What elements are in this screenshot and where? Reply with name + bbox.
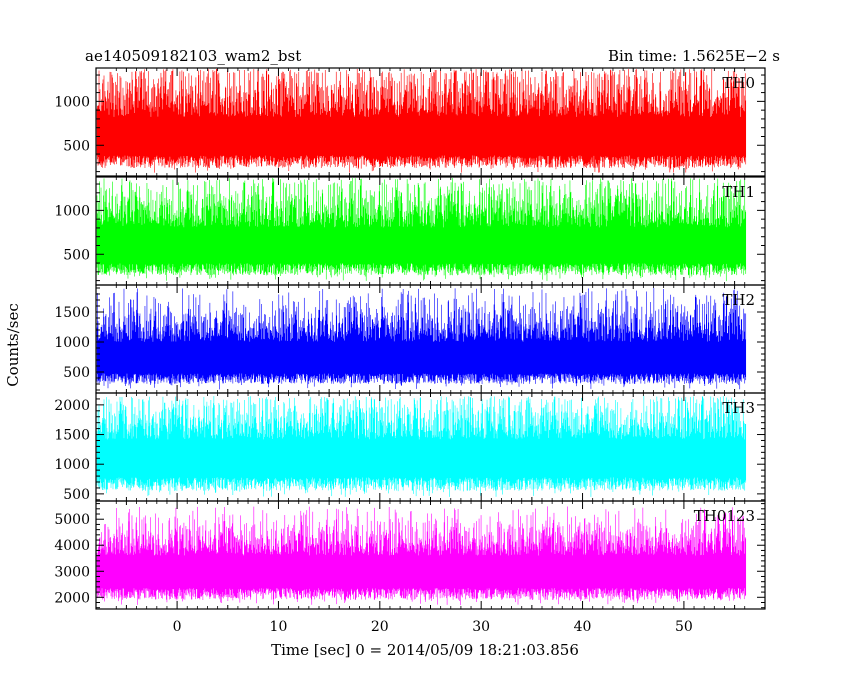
panel-th1: 500 1000 TH1	[54, 176, 766, 286]
panel-label-th2: TH2	[722, 291, 755, 309]
y-axis-label: Counts/sec	[4, 303, 22, 387]
x-tick-label: 30	[472, 619, 490, 635]
y-tick-label: 4000	[54, 538, 90, 554]
x-tick-label: 0	[173, 619, 182, 635]
y-tick-label: 500	[63, 138, 90, 154]
x-tick-label: 50	[675, 619, 693, 635]
series-th1	[96, 177, 747, 282]
y-tick-label: 500	[63, 247, 90, 263]
panels-group: 500 1000 TH0 500 1000 TH1 500 1000 1500 TH2 500 100…	[54, 67, 766, 610]
y-tick-label: 1000	[54, 335, 90, 351]
series-th0	[96, 68, 747, 173]
panel-label-th0: TH0	[722, 74, 755, 92]
x-tick-label: 20	[371, 619, 389, 635]
bin-time-label: Bin time: 1.5625E−2 s	[608, 47, 780, 65]
y-tick-label: 3000	[54, 564, 90, 580]
x-tick-label: 10	[270, 619, 288, 635]
panel-label-th0123: TH0123	[694, 507, 755, 525]
y-tick-label: 2000	[54, 398, 90, 414]
y-tick-label: 5000	[54, 512, 90, 528]
x-tick-label: 40	[574, 619, 592, 635]
series-th0123	[96, 506, 747, 606]
y-tick-label: 1000	[54, 203, 90, 219]
x-axis-label: Time [sec] 0 = 2014/05/09 18:21:03.856	[271, 641, 579, 659]
y-tick-label: 2000	[54, 590, 90, 606]
y-tick-label: 1500	[54, 428, 90, 444]
series-th3	[96, 395, 747, 497]
panel-th2: 500 1000 1500 TH2	[54, 284, 766, 394]
panel-th3: 500 1000 1500 2000 TH3	[54, 392, 766, 503]
panel-label-th1: TH1	[722, 183, 755, 201]
panel-th0123: 2000 3000 4000 5000 TH0123	[54, 500, 766, 610]
y-tick-label: 1500	[54, 305, 90, 321]
y-tick-label: 1000	[54, 94, 90, 110]
y-tick-label: 1000	[54, 457, 90, 473]
panel-th0: 500 1000 TH0	[54, 67, 766, 177]
chart-title: ae140509182103_wam2_bst	[85, 47, 301, 65]
series-th2	[96, 288, 747, 390]
y-tick-label: 500	[63, 365, 90, 381]
panel-label-th3: TH3	[722, 399, 755, 417]
y-tick-label: 500	[63, 487, 90, 503]
x-axis: 0 10 20 30 40 50	[173, 619, 693, 635]
